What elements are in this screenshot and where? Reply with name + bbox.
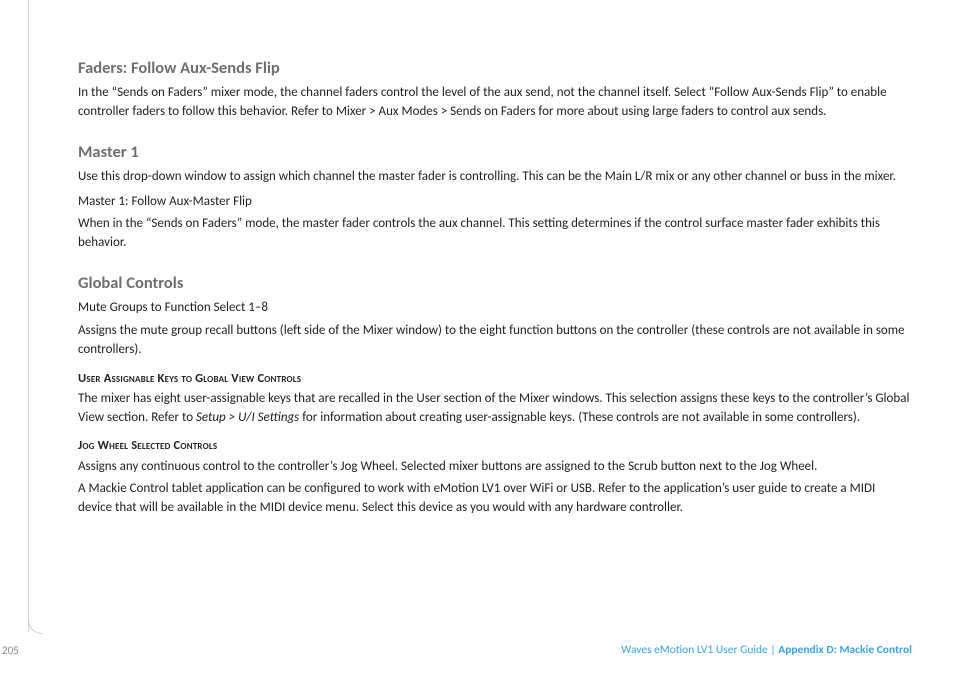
page-footer: Waves eMotion LV1 User Guide | Appendix … xyxy=(621,643,912,657)
subheading-user-assignable: User Assignable Keys to Global View Cont… xyxy=(78,370,912,388)
heading-global: Global Controls xyxy=(78,273,912,293)
page-content: Faders: Follow Aux-Sends Flip In the “Se… xyxy=(78,58,912,522)
paragraph: Mute Groups to Function Select 1–8 xyxy=(78,299,912,318)
section-faders: Faders: Follow Aux-Sends Flip In the “Se… xyxy=(78,58,912,122)
paragraph: When in the “Sends on Faders” mode, the … xyxy=(78,215,912,253)
heading-master: Master 1 xyxy=(78,142,912,162)
footer-appendix-title: Appendix D: Mackie Control xyxy=(778,643,912,657)
subheading-jog-wheel: Jog Wheel Selected Controls xyxy=(78,437,912,455)
paragraph: Use this drop-down window to assign whic… xyxy=(78,168,912,187)
paragraph: The mixer has eight user-assignable keys… xyxy=(78,390,912,428)
paragraph: Assigns the mute group recall buttons (l… xyxy=(78,322,912,360)
page-number: 205 xyxy=(2,644,19,657)
left-margin-curve xyxy=(28,620,42,634)
paragraph: In the “Sends on Faders” mixer mode, the… xyxy=(78,84,912,122)
section-global: Global Controls Mute Groups to Function … xyxy=(78,273,912,518)
text-run-italic: Setup > U/I Settings xyxy=(196,410,299,425)
text-run: for information about creating user-assi… xyxy=(299,410,860,425)
footer-separator: | xyxy=(768,643,779,657)
paragraph: Assigns any continuous control to the co… xyxy=(78,458,912,477)
document-page: 205 Faders: Follow Aux-Sends Flip In the… xyxy=(0,0,954,675)
section-master: Master 1 Use this drop-down window to as… xyxy=(78,142,912,253)
paragraph: A Mackie Control tablet application can … xyxy=(78,480,912,518)
footer-guide-title: Waves eMotion LV1 User Guide xyxy=(621,643,768,657)
heading-faders: Faders: Follow Aux-Sends Flip xyxy=(78,58,912,78)
left-margin-rule xyxy=(28,0,29,632)
paragraph: Master 1: Follow Aux-Master Flip xyxy=(78,193,912,212)
